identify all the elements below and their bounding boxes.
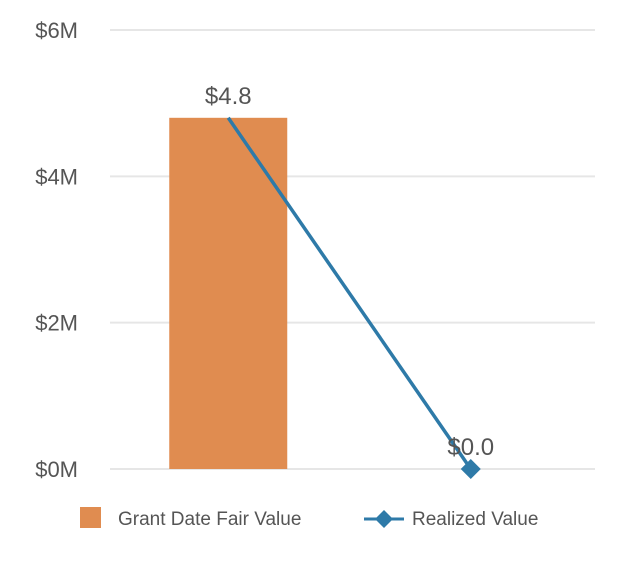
line-series-path bbox=[226, 116, 473, 470]
legend-line-marker-icon bbox=[375, 510, 393, 528]
y-tick-label: $0M bbox=[35, 457, 78, 482]
y-tick-label: $2M bbox=[35, 311, 78, 336]
y-tick-label: $4M bbox=[35, 164, 78, 189]
line-point-diamond bbox=[460, 459, 481, 479]
legend-bar-swatch bbox=[80, 507, 101, 528]
bar bbox=[169, 117, 288, 470]
legend: Grant Date Fair Value Realized Value bbox=[80, 507, 538, 530]
line-series bbox=[226, 116, 481, 479]
bar-series bbox=[169, 117, 288, 470]
legend-line-label: Realized Value bbox=[412, 509, 538, 530]
data-label: $4.8 bbox=[205, 83, 252, 110]
y-axis: $6M $4M $2M $0M bbox=[35, 18, 78, 482]
data-label: $0.0 bbox=[447, 434, 494, 461]
y-tick-label: $6M bbox=[35, 18, 78, 43]
legend-bar-label: Grant Date Fair Value bbox=[118, 509, 301, 530]
data-labels: $4.8 $0.0 bbox=[205, 83, 494, 461]
